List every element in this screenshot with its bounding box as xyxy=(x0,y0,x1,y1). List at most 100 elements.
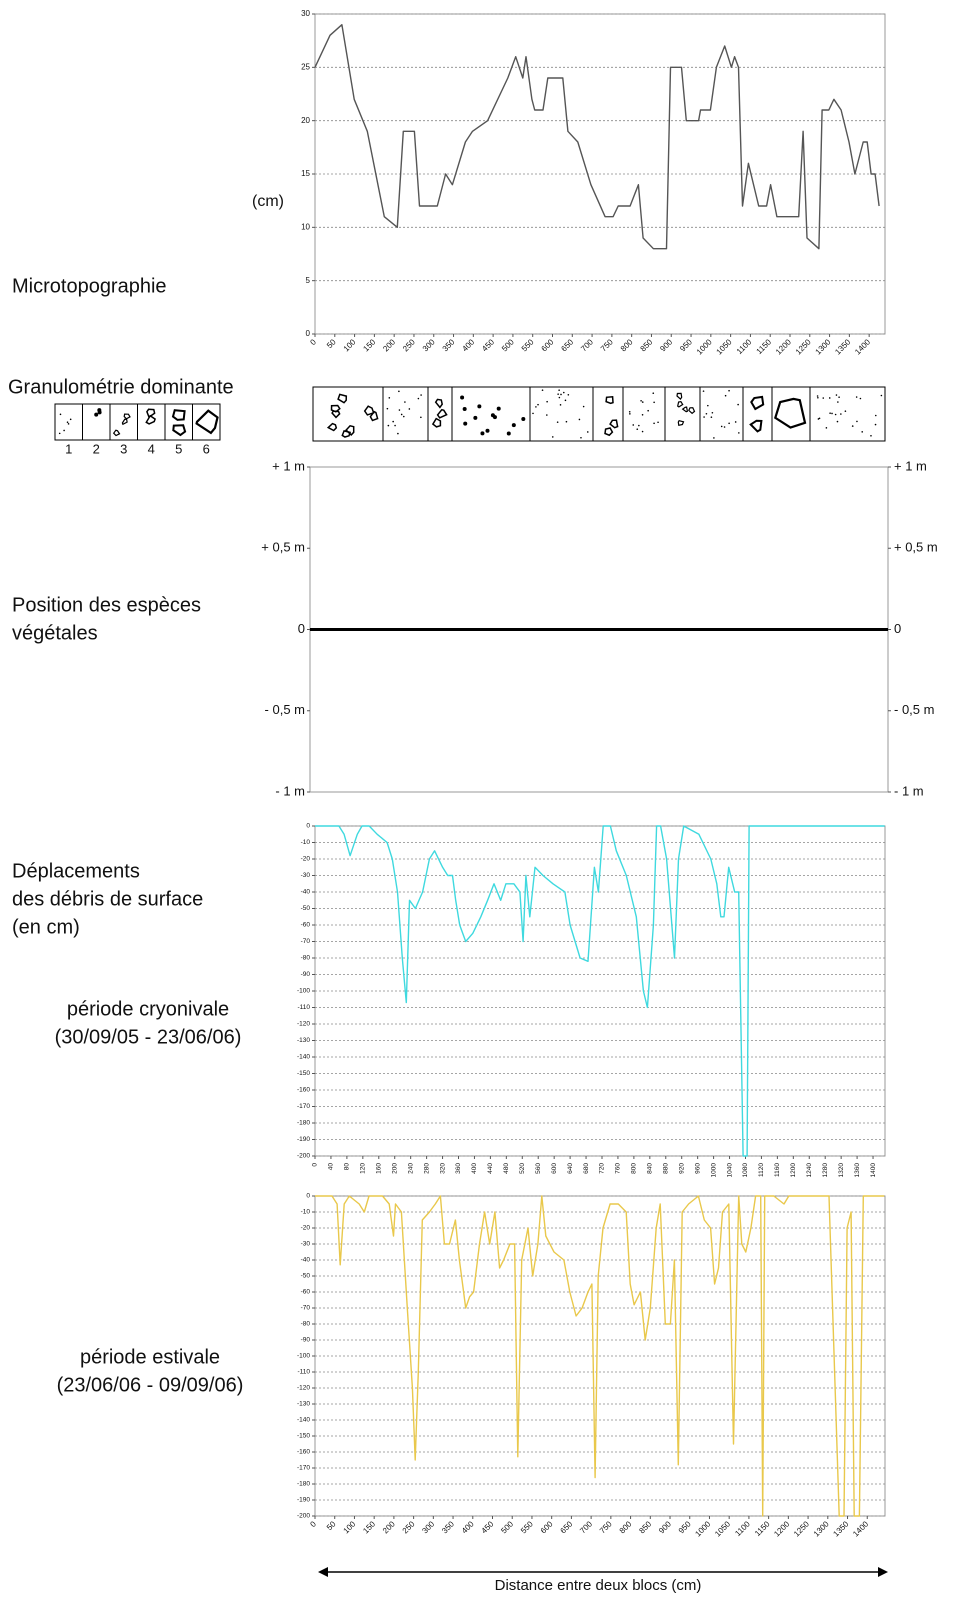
grain xyxy=(861,431,864,433)
y-tick-label: -120 xyxy=(297,1021,310,1028)
grain xyxy=(703,416,705,418)
y-tick-label: -130 xyxy=(297,1401,310,1408)
grain xyxy=(69,418,72,421)
grain xyxy=(681,406,689,413)
x-tick-label: 400 xyxy=(460,1519,476,1535)
x-tick-label: 560 xyxy=(535,1163,542,1174)
y-tick-label: -60 xyxy=(301,922,311,929)
grain xyxy=(341,430,352,438)
distance-arrow xyxy=(318,1567,888,1577)
grain xyxy=(563,391,565,394)
grain xyxy=(558,389,560,391)
x-tick-label: 120 xyxy=(360,1163,367,1174)
x-tick-label: 1240 xyxy=(806,1163,813,1178)
grain xyxy=(404,401,406,403)
x-tick-label: 500 xyxy=(499,1519,515,1535)
x-tick-label: 50 xyxy=(325,1519,338,1532)
strip-box xyxy=(742,386,773,442)
section-label: (en cm) xyxy=(12,916,80,938)
y-tick-label: -190 xyxy=(297,1497,310,1504)
grain xyxy=(369,410,379,422)
chart: - 1 m - 0,5 m 0 + 0,5 m + 1 m - 1 m - 0,5 m 0 + … xyxy=(261,458,937,798)
y-tick-label: 0 xyxy=(306,329,311,338)
x-tick-label: 900 xyxy=(657,1519,673,1535)
grain xyxy=(724,394,727,397)
grain xyxy=(638,424,640,427)
granulometry-strip xyxy=(312,386,886,442)
legend-box xyxy=(82,403,111,441)
y2-tick-label: + 0,5 m xyxy=(894,540,938,555)
x-tick-label: 840 xyxy=(647,1163,654,1174)
grain xyxy=(402,415,405,418)
x-tick-label: 750 xyxy=(598,1519,614,1535)
x-tick-label: 250 xyxy=(401,1519,417,1535)
y-tick-label: -160 xyxy=(297,1449,310,1456)
x-tick-label: 1400 xyxy=(851,1519,870,1538)
y-tick-label: -160 xyxy=(297,1087,310,1094)
grain xyxy=(567,393,570,396)
y-tick-label: -150 xyxy=(297,1070,310,1077)
x-tick-label: 550 xyxy=(519,1519,535,1535)
y-tick-label: + 0,5 m xyxy=(261,540,305,555)
grain xyxy=(586,431,589,433)
grain xyxy=(628,410,631,413)
x-tick-label: 880 xyxy=(662,1163,669,1174)
grain xyxy=(480,431,485,436)
grain xyxy=(720,425,723,428)
grain xyxy=(400,413,403,416)
x-tick-label: 1250 xyxy=(794,337,813,356)
x-tick-label: 520 xyxy=(519,1163,526,1174)
x-tick-label: 200 xyxy=(391,1163,398,1174)
grain xyxy=(541,389,544,391)
x-tick-label: 100 xyxy=(342,1519,358,1535)
grain xyxy=(556,421,559,423)
x-tick-label: 250 xyxy=(401,337,417,353)
grain xyxy=(580,436,582,439)
grain xyxy=(506,431,511,436)
data-line xyxy=(315,825,885,1157)
x-tick-label: 1050 xyxy=(715,337,734,356)
grain xyxy=(707,404,709,407)
grain xyxy=(490,413,495,418)
y-tick-label: -200 xyxy=(297,1513,310,1520)
x-tick-label: 720 xyxy=(599,1163,606,1174)
strip-box xyxy=(529,386,594,442)
x-tick-label: 950 xyxy=(678,337,694,353)
y-tick-label: -80 xyxy=(301,1321,311,1328)
x-tick-label: 640 xyxy=(567,1163,574,1174)
section-label: végétales xyxy=(12,622,98,644)
grain xyxy=(67,423,70,425)
y-tick-label: -100 xyxy=(297,988,310,995)
arrow-head xyxy=(878,1567,888,1577)
grain xyxy=(537,403,539,406)
grain xyxy=(838,396,840,398)
grain xyxy=(559,404,562,406)
grain xyxy=(58,432,61,435)
grain xyxy=(420,416,422,419)
x-tick-label: 1250 xyxy=(792,1519,811,1538)
x-tick-label: 550 xyxy=(520,337,536,353)
section-label: Microtopographie xyxy=(12,275,167,297)
x-tick-label: 200 xyxy=(381,1519,397,1535)
legend-box xyxy=(109,403,138,441)
grain xyxy=(535,406,537,408)
grain xyxy=(564,399,567,402)
x-tick-label: 440 xyxy=(487,1163,494,1174)
x-tick-label: 50 xyxy=(325,337,338,350)
y-tick-label: -10 xyxy=(301,1209,311,1216)
granulometry-legend: 1 2 3 4 5 6 xyxy=(54,403,221,456)
grain xyxy=(641,401,644,403)
x-tick-label: 400 xyxy=(471,1163,478,1174)
y-tick-label: -200 xyxy=(297,1153,310,1160)
grain xyxy=(817,396,819,399)
period-label: période estivale xyxy=(80,1346,220,1368)
y-tick-label: -80 xyxy=(301,955,311,962)
x-tick-label: 1400 xyxy=(853,337,872,356)
grain xyxy=(394,424,396,427)
y-tick-label: -180 xyxy=(297,1120,310,1127)
grain xyxy=(172,424,187,437)
strip-box xyxy=(427,386,453,442)
legend-number: 6 xyxy=(203,441,210,456)
x-tick-label: 600 xyxy=(551,1163,558,1174)
